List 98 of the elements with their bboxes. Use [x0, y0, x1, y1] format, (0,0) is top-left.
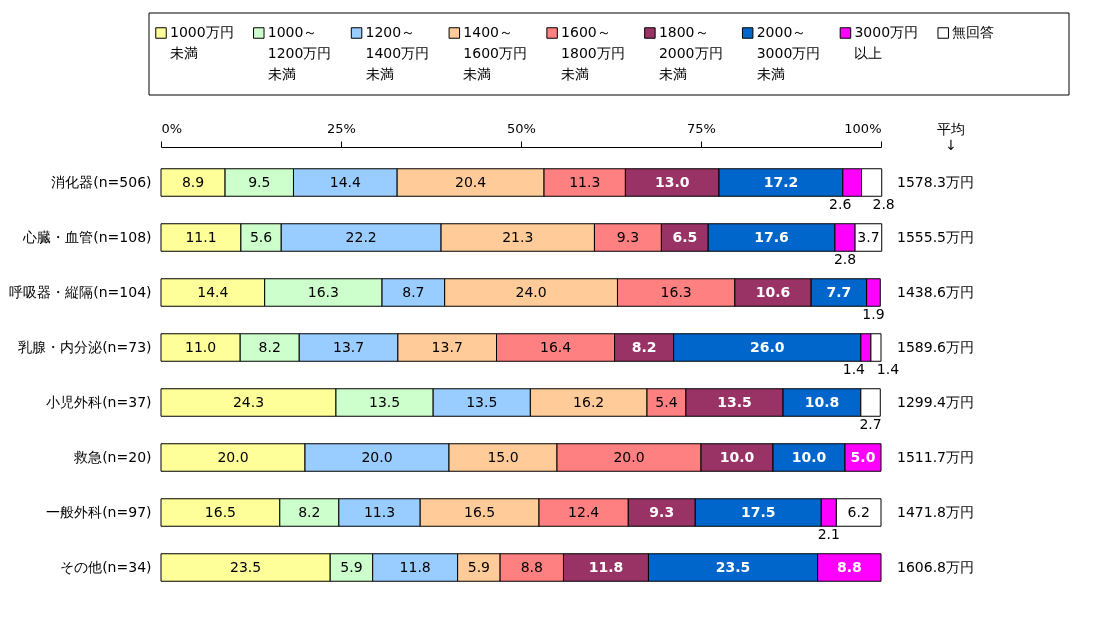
- data-label: 5.6: [249, 228, 273, 245]
- data-label: 5.0: [850, 448, 876, 465]
- data-label: 2.8: [833, 250, 857, 267]
- legend-label: 2000～3000万円未満: [756, 24, 821, 82]
- data-label: 20.0: [217, 448, 249, 465]
- y-tick-label: 消化器(n=506): [51, 173, 152, 190]
- data-label: 22.2: [345, 228, 377, 245]
- data-label: 7.7: [826, 283, 852, 300]
- text: 1589.6万円: [897, 338, 974, 355]
- legend-label: 無回答: [952, 24, 995, 40]
- data-label: 21.3: [502, 228, 534, 245]
- data-label: 11.3: [363, 503, 396, 520]
- data-label: 9.3: [616, 228, 640, 245]
- data-label: 23.5: [715, 558, 751, 575]
- data-label: 20.0: [361, 448, 393, 465]
- data-label: 11.3: [569, 173, 601, 190]
- x-tick-label: 0%: [161, 120, 183, 136]
- legend-label: 1000～1200万円未満: [267, 24, 332, 82]
- data-label: 16.3: [660, 283, 692, 300]
- data-label: 10.0: [719, 448, 755, 465]
- data-label: 1.4: [876, 360, 900, 377]
- data-label: 13.7: [431, 338, 463, 355]
- data-label: 26.0: [749, 338, 785, 355]
- legend-label: 1400～1600万円未満: [463, 24, 527, 82]
- text: 1511.7万円: [897, 448, 974, 465]
- data-label: 2.8: [872, 195, 895, 212]
- data-label: 10.6: [755, 283, 791, 300]
- data-label: 8.2: [298, 503, 321, 520]
- legend-label: 1800～2000万円未満: [658, 24, 723, 82]
- y-tick-label: 呼吸器・縦隔(n=104): [9, 283, 152, 300]
- text: 1555.5万円: [897, 228, 974, 245]
- data-label: 9.5: [248, 173, 271, 190]
- data-label: 8.9: [181, 173, 205, 190]
- data-label: 16.4: [539, 338, 572, 355]
- data-label: 15.0: [487, 448, 519, 465]
- data-label: 8.7: [402, 283, 425, 300]
- data-label: 11.8: [399, 558, 431, 575]
- data-label: 24.3: [232, 393, 265, 410]
- x-tick-label: 100%: [844, 120, 882, 136]
- data-label: 1.9: [862, 305, 885, 322]
- data-label: 6.2: [847, 503, 870, 520]
- data-label: 16.5: [204, 503, 236, 520]
- text: 1606.8万円: [897, 558, 974, 575]
- data-label: 5.9: [340, 558, 363, 575]
- data-label: 9.3: [649, 503, 675, 520]
- data-label: 16.2: [573, 393, 605, 410]
- data-label: 1.4: [842, 360, 866, 377]
- text: 1471.8万円: [897, 503, 974, 520]
- data-label: 13.7: [332, 338, 365, 355]
- data-label: 11.8: [588, 558, 624, 575]
- text: 1578.3万円: [897, 173, 974, 190]
- data-label: 14.4: [197, 283, 229, 300]
- data-label: 2.1: [817, 525, 840, 542]
- data-label: 8.2: [258, 338, 281, 355]
- data-label: 6.5: [672, 228, 698, 245]
- y-tick-label: その他(n=34): [60, 558, 152, 575]
- y-tick-label: 救急(n=20): [73, 448, 152, 465]
- data-label: 20.4: [455, 173, 487, 190]
- data-label: 3.7: [857, 228, 880, 245]
- y-tick-label: 心臓・血管(n=108): [22, 228, 152, 245]
- y-tick-label: 乳腺・内分泌(n=73): [18, 338, 152, 355]
- data-label: 8.2: [631, 338, 657, 355]
- y-tick-label: 小児外科(n=37): [46, 393, 152, 410]
- legend-label: 1200～1400万円未満: [365, 24, 430, 82]
- text: 1438.6万円: [897, 283, 974, 300]
- data-label: 13.5: [368, 393, 401, 410]
- y-tick-label: 一般外科(n=97): [46, 503, 152, 520]
- data-label: 5.4: [655, 393, 678, 410]
- data-label: 2.6: [829, 195, 852, 212]
- data-label: 13.0: [654, 173, 690, 190]
- data-label: 8.8: [520, 558, 543, 575]
- x-tick-label: 75%: [687, 120, 716, 136]
- data-label: 13.5: [466, 393, 498, 410]
- data-label: 16.3: [307, 283, 339, 300]
- data-label: 11.1: [185, 228, 217, 245]
- text: 平均 ↓: [937, 121, 965, 153]
- data-label: 23.5: [230, 558, 262, 575]
- data-label: 13.5: [717, 393, 752, 410]
- x-tick-label: 25%: [327, 120, 356, 136]
- data-label: 10.8: [804, 393, 840, 410]
- text: 1299.4万円: [897, 393, 974, 410]
- data-label: 16.5: [464, 503, 496, 520]
- data-label: 2.7: [859, 415, 882, 432]
- data-label: 5.9: [467, 558, 491, 575]
- data-label: 11.0: [185, 338, 217, 355]
- legend-label: 1600～1800万円未満: [561, 24, 625, 82]
- data-label: 10.0: [791, 448, 827, 465]
- data-label: 24.0: [515, 283, 547, 300]
- data-label: 8.8: [836, 558, 862, 575]
- data-label: 12.4: [568, 503, 600, 520]
- data-label: 17.5: [740, 503, 776, 520]
- data-label: 17.2: [763, 173, 799, 190]
- x-tick-label: 50%: [507, 120, 536, 136]
- legend-label: 1000万円未満: [170, 24, 234, 61]
- data-label: 17.6: [754, 228, 789, 245]
- data-label: 20.0: [613, 448, 645, 465]
- data-label: 14.4: [329, 173, 361, 190]
- legend-label: 3000万円以上: [854, 24, 919, 61]
